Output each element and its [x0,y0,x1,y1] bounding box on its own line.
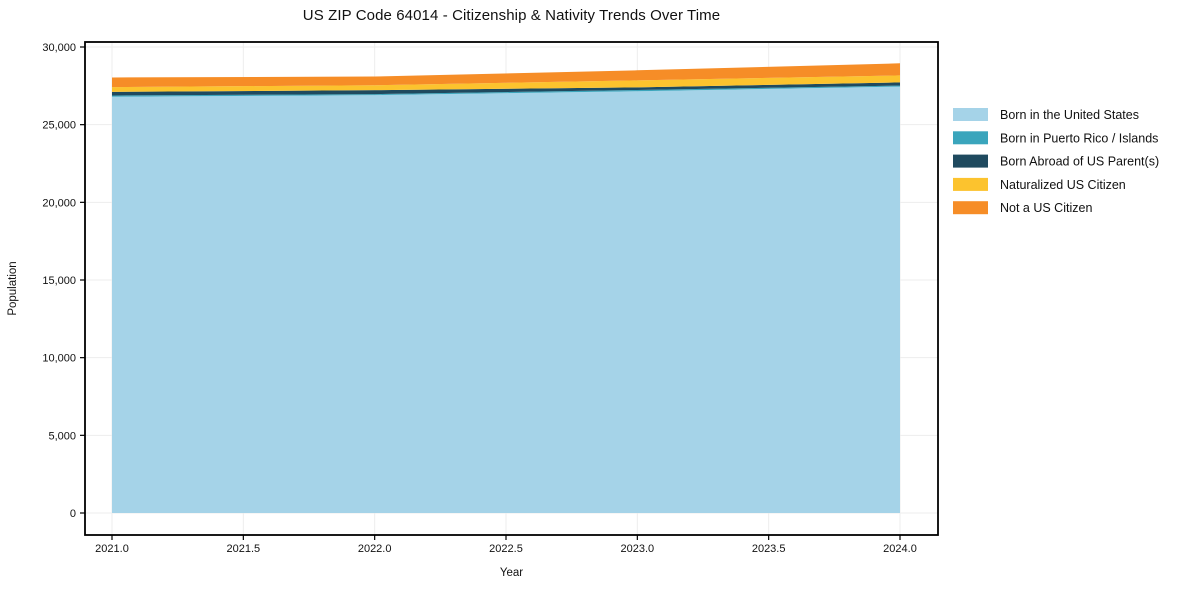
y-tick-label: 0 [70,508,76,520]
area-series-0 [112,86,901,514]
legend-swatch-1 [953,131,988,145]
y-tick-label: 10,000 [42,353,76,365]
area-series-4 [112,63,901,88]
x-tick-label: 2022.0 [358,543,392,555]
legend-label-4: Not a US Citizen [1000,201,1092,215]
x-tick-label: 2023.0 [621,543,655,555]
legend-swatch-2 [953,154,988,168]
x-tick-label: 2024.0 [883,543,917,555]
x-tick-label: 2021.0 [95,543,129,555]
area-series-1 [112,85,901,97]
y-tick-label: 25,000 [42,120,76,132]
y-axis-label: Population [7,261,19,315]
x-tick-label: 2022.5 [489,543,523,555]
y-tick-label: 15,000 [42,275,76,287]
legend-swatch-0 [953,108,988,121]
legend-label-1: Born in Puerto Rico / Islands [1000,131,1158,145]
legend-label-0: Born in the United States [1000,108,1139,122]
x-axis-label: Year [500,567,523,579]
legend-swatch-3 [953,177,988,191]
x-tick-label: 2021.5 [227,543,261,555]
legend-label-3: Naturalized US Citizen [1000,178,1126,192]
area-series-3 [112,75,901,92]
legend-label-2: Born Abroad of US Parent(s) [1000,155,1159,169]
x-tick-label: 2023.5 [752,543,786,555]
y-tick-label: 30,000 [42,42,76,54]
chart-title: US ZIP Code 64014 - Citizenship & Nativi… [302,7,721,24]
area-series-2 [112,82,901,96]
legend-swatch-4 [953,201,988,215]
y-tick-label: 20,000 [42,197,76,209]
plot-frame [84,41,939,536]
y-tick-label: 5,000 [48,430,76,442]
